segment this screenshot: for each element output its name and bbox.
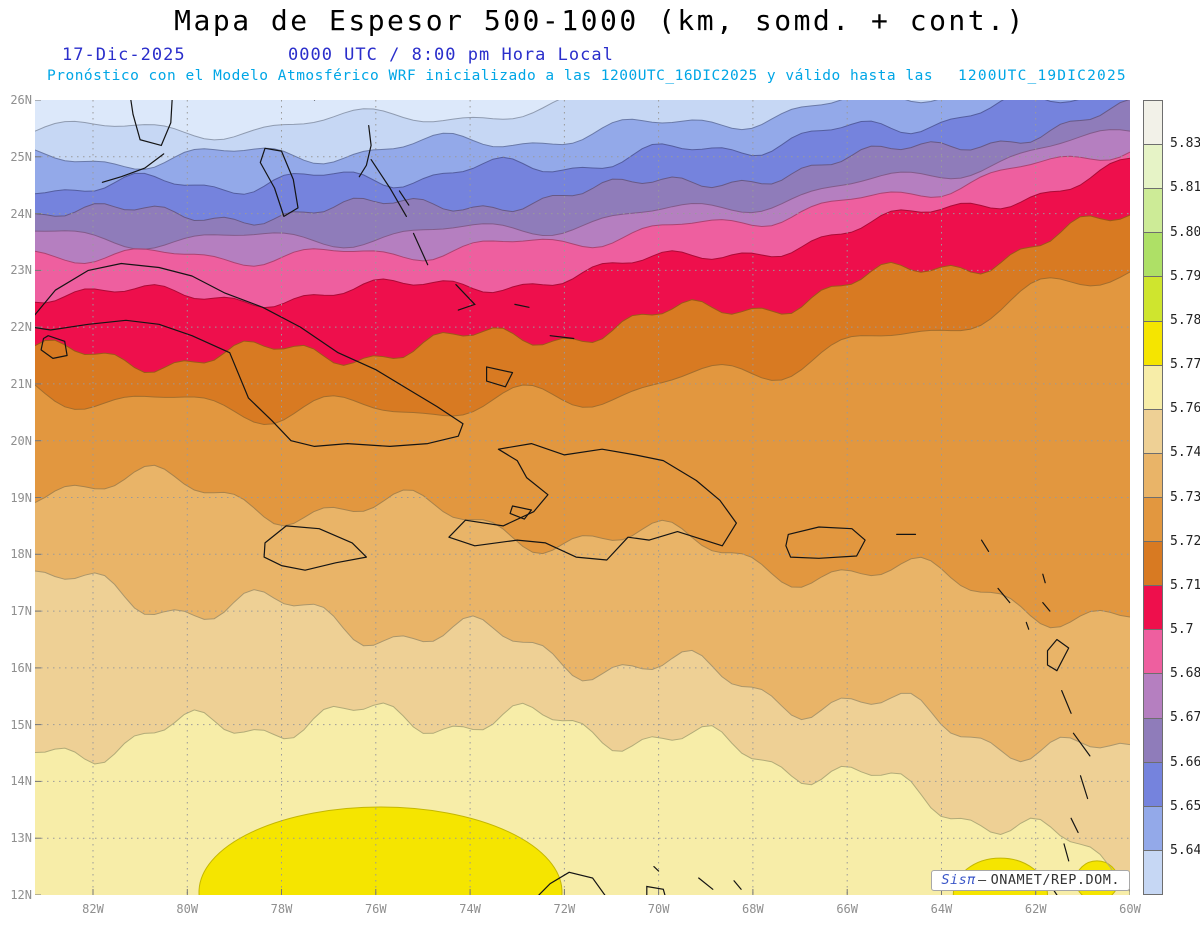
colorbar-label: 5.807 bbox=[1170, 224, 1200, 240]
colorbar-label: 5.676 bbox=[1170, 710, 1200, 726]
lat-label: 23N bbox=[10, 263, 32, 278]
colorbar-label: 5.772 bbox=[1170, 357, 1200, 372]
time-label: 0000 UTC / 8:00 pm Hora Local bbox=[288, 45, 614, 65]
lon-label: 78W bbox=[270, 902, 293, 916]
forecast-text: Pronóstico con el Modelo Atmosférico WRF… bbox=[47, 68, 934, 84]
lon-label: 72W bbox=[553, 902, 576, 916]
colorbar-label: 5.652 bbox=[1170, 798, 1200, 814]
lon-label: 64W bbox=[930, 902, 953, 916]
colorbar-segment bbox=[1144, 497, 1162, 543]
colorbar-segment bbox=[1144, 762, 1162, 807]
colorbar-segment bbox=[1144, 586, 1162, 631]
lat-label: 12N bbox=[10, 888, 32, 902]
colorbar-label: 5.783 bbox=[1170, 312, 1200, 328]
lat-label: 25N bbox=[10, 149, 32, 164]
page-title: Mapa de Espesor 500-1000 (km, somd. + co… bbox=[174, 4, 1026, 37]
colorbar-label: 5.64 bbox=[1170, 842, 1200, 858]
colorbar-segment bbox=[1144, 189, 1162, 234]
lon-label: 68W bbox=[742, 902, 764, 916]
lon-label: 60W bbox=[1119, 902, 1141, 916]
colorbar-segment bbox=[1144, 630, 1162, 675]
colorbar-label: 5.724 bbox=[1170, 533, 1200, 549]
lat-label: 13N bbox=[10, 831, 32, 846]
colorbar-segment bbox=[1144, 674, 1162, 719]
thickness-map-canvas bbox=[35, 100, 1130, 895]
colorbar-label: 5.748 bbox=[1170, 445, 1200, 461]
colorbar-label: 5.664 bbox=[1170, 754, 1200, 770]
lat-label: 19N bbox=[10, 490, 32, 505]
lon-label: 80W bbox=[176, 902, 199, 916]
lat-label: 16N bbox=[10, 660, 32, 675]
colorbar-label: 5.831 bbox=[1170, 136, 1200, 152]
colorbar-segment bbox=[1144, 453, 1162, 498]
colorbar-segment bbox=[1144, 321, 1162, 366]
lon-label: 70W bbox=[647, 902, 670, 916]
colorbar-segment bbox=[1144, 145, 1162, 190]
lat-label: 14N bbox=[10, 774, 32, 789]
colorbar-label: 5.736 bbox=[1170, 489, 1200, 505]
lat-label: 20N bbox=[10, 433, 32, 448]
lon-label: 66W bbox=[836, 902, 859, 916]
lat-label: 18N bbox=[10, 547, 32, 562]
colorbar-label: 5.76 bbox=[1170, 401, 1200, 417]
lat-label: 17N bbox=[10, 604, 32, 619]
lat-label: 24N bbox=[10, 206, 32, 221]
colorbar-label: 5.7 bbox=[1170, 622, 1194, 637]
colorbar-segment bbox=[1144, 365, 1162, 410]
colorbar-label: 5.688 bbox=[1170, 666, 1200, 682]
lon-label: 82W bbox=[82, 902, 104, 916]
colorbar bbox=[1143, 100, 1163, 895]
attribution-brand: Sisπ bbox=[941, 872, 976, 888]
lon-label: 62W bbox=[1024, 902, 1047, 916]
colorbar-segment bbox=[1144, 409, 1162, 454]
lon-label: 76W bbox=[364, 902, 387, 916]
forecast-valid-date: 1200UTC_19DIC2025 bbox=[958, 68, 1127, 84]
colorbar-segment bbox=[1144, 542, 1162, 587]
colorbar-label: 5.712 bbox=[1170, 577, 1200, 593]
lon-label: 74W bbox=[459, 902, 481, 916]
colorbar-label: 5.819 bbox=[1170, 180, 1200, 196]
colorbar-segment bbox=[1144, 850, 1162, 894]
colorbar-segment bbox=[1144, 233, 1162, 278]
colorbar-segment bbox=[1144, 718, 1162, 763]
attribution-box: Sisπ — ONAMET/REP.DOM. bbox=[931, 870, 1130, 891]
colorbar-segment bbox=[1144, 101, 1162, 146]
colorbar-segment bbox=[1144, 277, 1162, 322]
lat-label: 21N bbox=[10, 376, 32, 391]
attribution-org: ONAMET/REP.DOM. bbox=[990, 872, 1120, 888]
attribution-separator: — bbox=[977, 872, 987, 888]
date-label: 17-Dic-2025 bbox=[62, 45, 186, 65]
lat-label: 22N bbox=[10, 320, 32, 335]
lat-label: 15N bbox=[10, 717, 32, 732]
colorbar-label: 5.795 bbox=[1170, 268, 1200, 284]
colorbar-segment bbox=[1144, 806, 1162, 851]
lat-label: 26N bbox=[10, 93, 32, 107]
